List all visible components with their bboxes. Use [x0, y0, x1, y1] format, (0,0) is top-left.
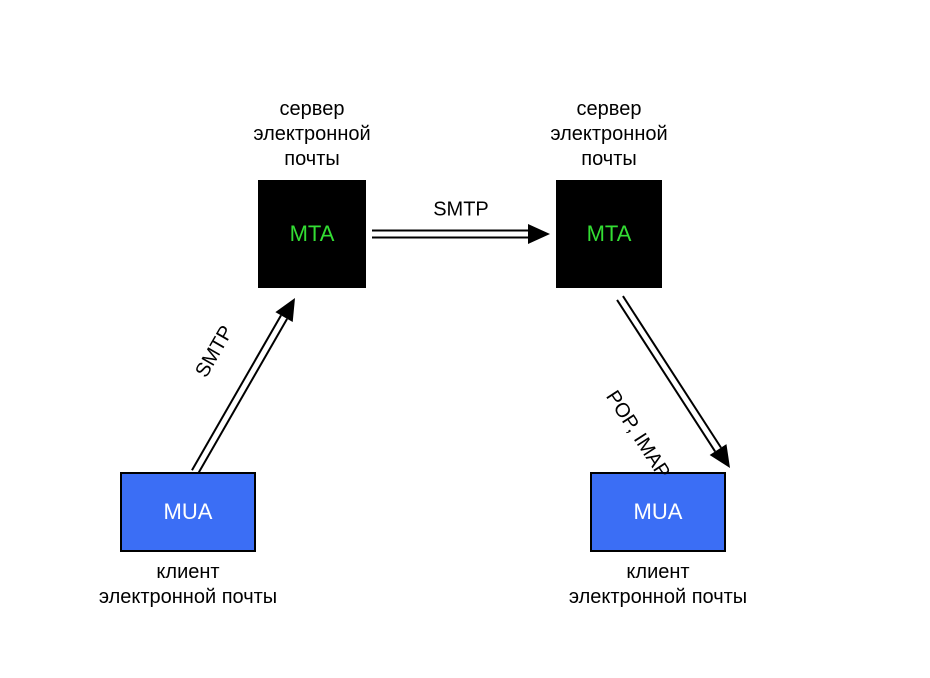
- diagram-canvas: MTA серверэлектроннойпочты MTA серверэлектр…: [0, 0, 930, 678]
- edge-e_mta1_mta2-label: SMTP: [433, 199, 489, 222]
- node-mua2-label: MUA: [634, 499, 683, 525]
- node-mta2-caption-above: серверэлектроннойпочты: [499, 97, 719, 172]
- node-mua2: MUA: [590, 472, 726, 552]
- node-mua1-caption-below: клиентэлектронной почты: [58, 560, 318, 610]
- node-mua2-caption-below: клиентэлектронной почты: [528, 560, 788, 610]
- node-mta1-caption-above: серверэлектроннойпочты: [202, 97, 422, 172]
- node-mta1: MTA: [258, 180, 366, 288]
- edge-e_mua1_mta1-label: SMTP: [192, 322, 240, 382]
- node-mua1: MUA: [120, 472, 256, 552]
- node-mta2-label: MTA: [587, 221, 632, 247]
- edge-e_mta2_mua2-label: POP, IMAP: [600, 387, 673, 483]
- node-mta2: MTA: [556, 180, 662, 288]
- node-mua1-label: MUA: [164, 499, 213, 525]
- node-mta1-label: MTA: [290, 221, 335, 247]
